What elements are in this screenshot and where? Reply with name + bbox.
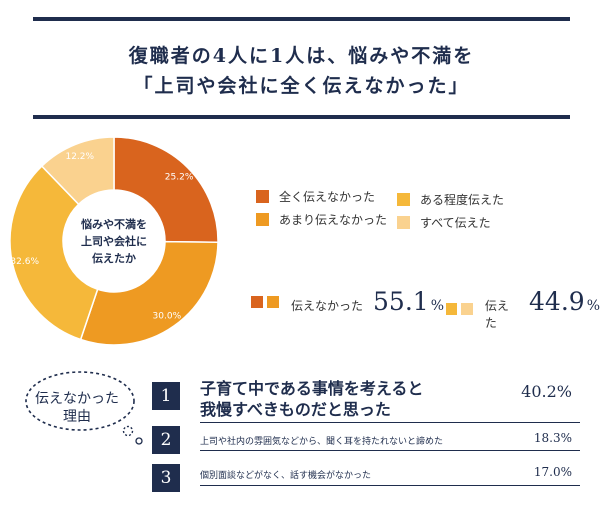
- legend-swatch: [256, 213, 269, 226]
- summary-not-told: 伝えなかった 55.1 %: [251, 287, 444, 316]
- donut-slice-label-4: 12.2%: [65, 152, 94, 162]
- donut-slice-2: [79, 240, 219, 346]
- headline-line-2: 「上司や会社に全く伝えなかった」: [133, 75, 470, 97]
- reason-number: 2: [152, 426, 180, 454]
- summary-label: 伝えた: [484, 299, 509, 330]
- reason-text-line-1: 個別面談などがなく、話す機会がなかった: [200, 471, 372, 481]
- legend-swatch: [397, 193, 410, 206]
- center-label-line-2: 上司や会社に: [81, 234, 147, 248]
- donut-slice-3: [9, 165, 99, 341]
- legend-label: すべて伝えた: [420, 216, 491, 230]
- top-rule: [33, 17, 570, 21]
- reason-row-1: 1 子育て中である事情を考えると 我慢すべきものだと思った 40.2%: [152, 378, 580, 423]
- bubble-text-line-2: 理由: [63, 409, 91, 425]
- summary-label: 伝えなかった: [291, 299, 364, 313]
- thought-bubble: [25, 371, 143, 445]
- reason-value: 40.2%: [521, 382, 572, 401]
- legend-label: ある程度伝えた: [420, 193, 505, 207]
- reason-number: 1: [152, 382, 180, 410]
- summary-told: 伝えた 44.9 %: [446, 287, 600, 331]
- bottom-rule: [33, 115, 570, 119]
- legend-swatch: [397, 216, 410, 229]
- legend-swatch: [256, 190, 269, 203]
- donut-slice-label-2: 30.0%: [153, 312, 182, 322]
- reason-row-2: 2 上司や社内の雰囲気などから、聞く耳を持たれないと諦めた 18.3%: [152, 426, 580, 454]
- donut-slice-label-1: 25.2%: [165, 173, 194, 183]
- reason-text-line-1: 上司や社内の雰囲気などから、聞く耳を持たれないと諦めた: [200, 437, 444, 447]
- summary-value: 44.9: [529, 287, 585, 316]
- summary-swatch: [251, 295, 263, 308]
- legend-item-somewhat-told: ある程度伝えた: [397, 191, 504, 208]
- reason-underline: [200, 450, 580, 451]
- legend-item-rarely-told: あまり伝えなかった: [256, 211, 387, 228]
- summary-value: 55.1: [373, 287, 429, 316]
- summary-swatch: [461, 303, 473, 315]
- center-label-line-1: 悩みや不満を: [80, 217, 147, 231]
- reason-value: 18.3%: [533, 431, 572, 445]
- donut-slice-1: [113, 136, 219, 244]
- donut-slice-4: [40, 136, 115, 206]
- reason-value: 17.0%: [533, 465, 572, 479]
- reason-underline: [200, 422, 580, 423]
- summary-swatch: [267, 295, 279, 308]
- reason-number: 3: [152, 464, 180, 492]
- reason-text-line-1: 子育て中である事情を考えると: [200, 379, 424, 398]
- summary-unit: %: [586, 298, 600, 314]
- summary-unit: %: [430, 298, 444, 314]
- legend-item-all-told: すべて伝えた: [397, 214, 491, 231]
- reason-row-3: 3 個別面談などがなく、話す機会がなかった 17.0%: [152, 464, 580, 492]
- legend-label: あまり伝えなかった: [279, 213, 388, 227]
- legend-item-never-told: 全く伝えなかった: [256, 188, 375, 205]
- summary-swatch: [446, 303, 458, 315]
- reason-underline: [200, 485, 580, 486]
- legend-label: 全く伝えなかった: [279, 190, 376, 204]
- reason-text-line-2: 我慢すべきものだと思った: [200, 400, 391, 419]
- center-label-line-3: 伝えたか: [92, 251, 136, 265]
- donut-slice-label-3: 32.6%: [10, 257, 39, 267]
- donut-chart: 25.2% 30.0% 32.6% 12.2% 悩みや不満を 上司や会社に 伝えたか: [9, 136, 219, 346]
- bubble-text-line-1: 伝えなかった: [35, 391, 119, 407]
- headline-line-1: 復職者の4人に1人は、悩みや不満を: [128, 45, 475, 67]
